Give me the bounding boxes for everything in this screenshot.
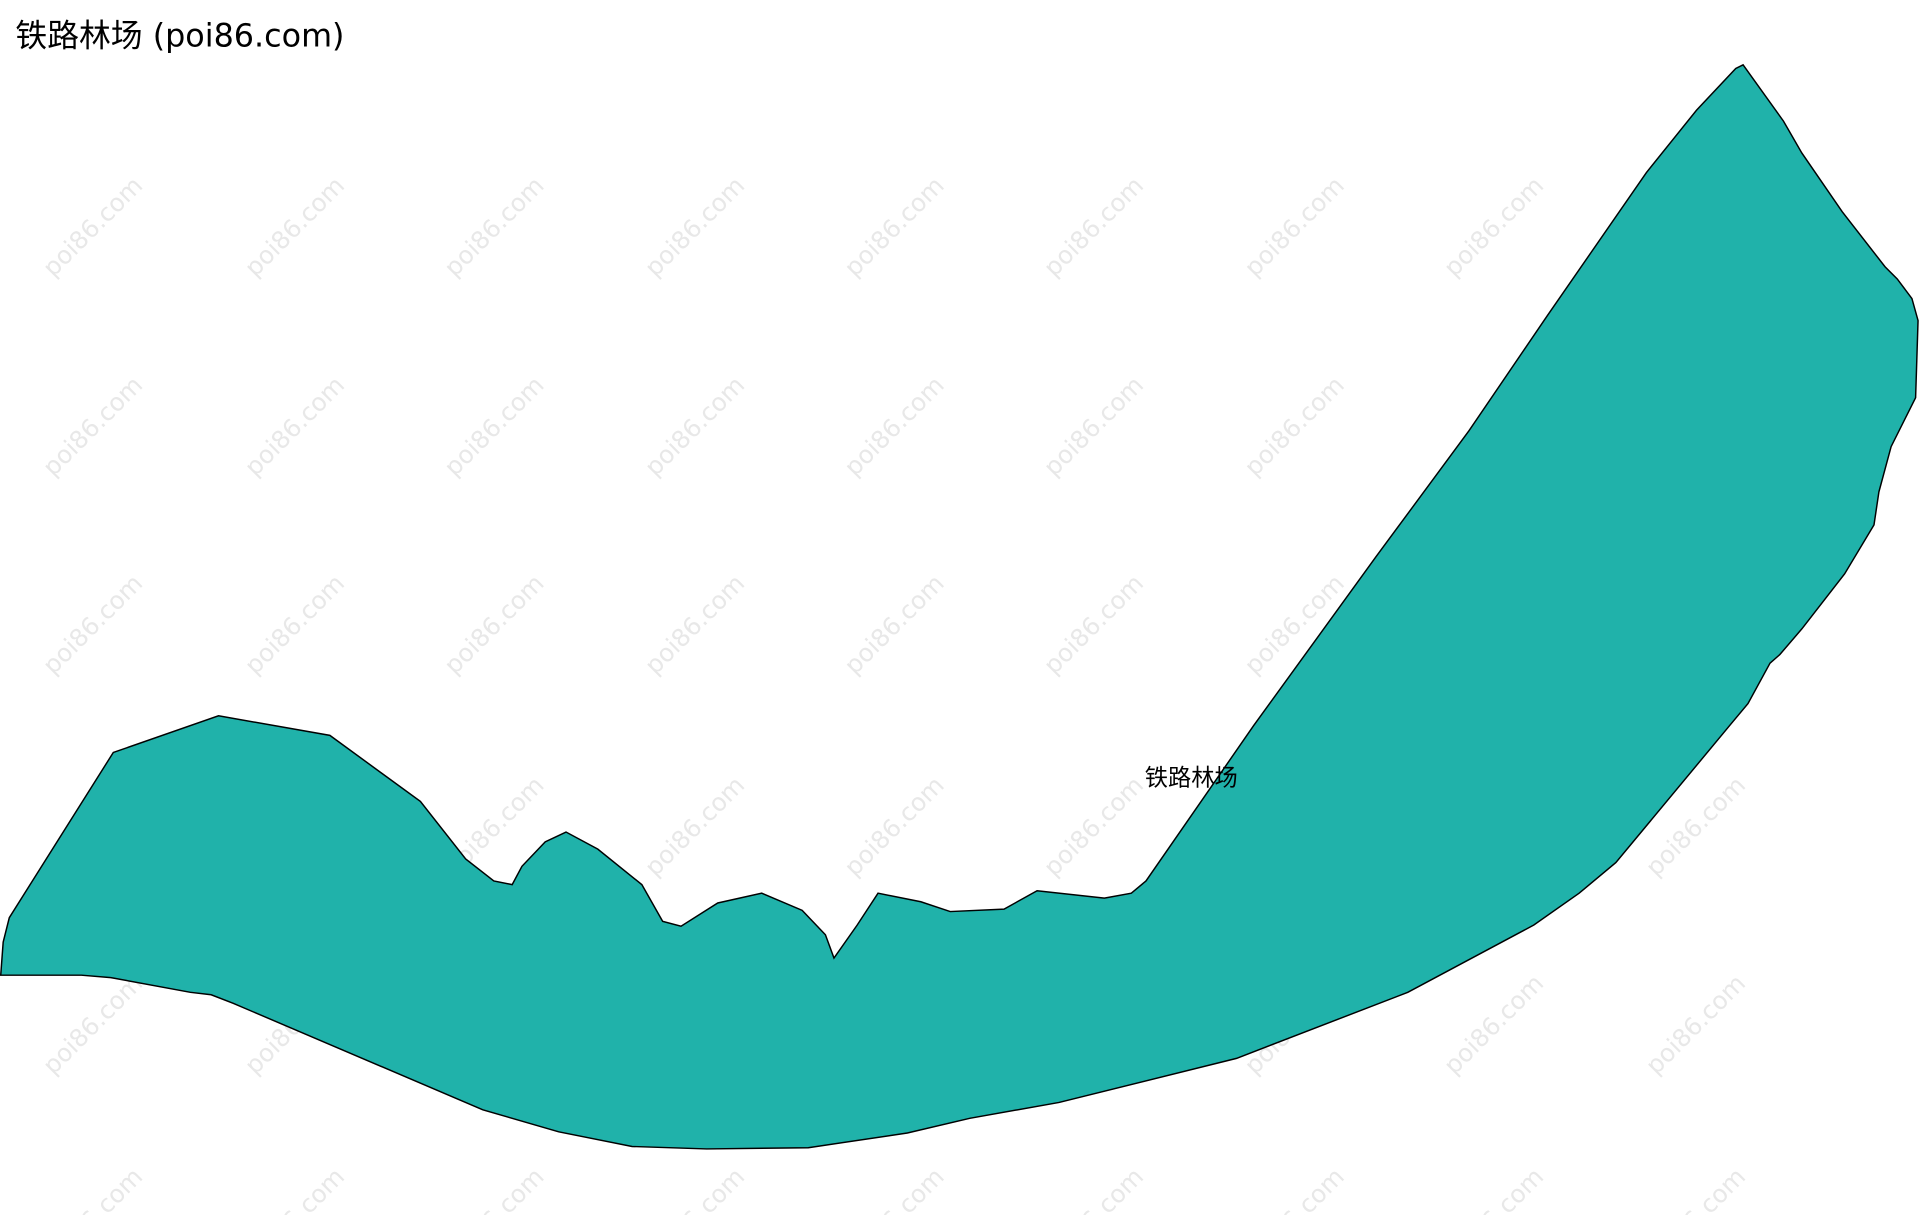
watermark: poi86.com xyxy=(1438,171,1549,282)
watermark: poi86.com xyxy=(1038,370,1149,481)
watermark: poi86.com xyxy=(838,370,949,481)
watermark: poi86.com xyxy=(1038,1162,1149,1215)
watermark: poi86.com xyxy=(37,969,148,1080)
watermark: poi86.com xyxy=(438,171,549,282)
watermark: poi86.com xyxy=(438,370,549,481)
watermark: poi86.com xyxy=(37,171,148,282)
watermark: poi86.com xyxy=(838,770,949,881)
watermark: poi86.com xyxy=(1038,568,1149,679)
watermark: poi86.com xyxy=(838,1162,949,1215)
watermark: poi86.com xyxy=(1038,171,1149,282)
watermark: poi86.com xyxy=(639,1162,750,1215)
watermark: poi86.com xyxy=(1438,969,1549,1080)
watermark: poi86.com xyxy=(239,568,350,679)
watermark: poi86.com xyxy=(838,568,949,679)
watermark: poi86.com xyxy=(1640,1162,1751,1215)
area-label: 铁路林场 xyxy=(1145,765,1238,792)
watermark: poi86.com xyxy=(639,171,750,282)
watermark: poi86.com xyxy=(838,171,949,282)
watermark: poi86.com xyxy=(1640,969,1751,1080)
watermark: poi86.com xyxy=(1238,1162,1349,1215)
watermark: poi86.com xyxy=(438,568,549,679)
watermark: poi86.com xyxy=(1238,171,1349,282)
watermark: poi86.com xyxy=(239,171,350,282)
watermark: poi86.com xyxy=(239,370,350,481)
map-title: 铁路林场 (poi86.com) xyxy=(15,16,344,54)
watermark: poi86.com xyxy=(1238,370,1349,481)
watermark: poi86.com xyxy=(639,370,750,481)
watermark: poi86.com xyxy=(1038,770,1149,881)
watermark: poi86.com xyxy=(639,770,750,881)
watermark: poi86.com xyxy=(1438,1162,1549,1215)
watermark: poi86.com xyxy=(37,370,148,481)
watermark: poi86.com xyxy=(639,568,750,679)
watermark: poi86.com xyxy=(239,1162,350,1215)
watermark: poi86.com xyxy=(37,1162,148,1215)
watermark: poi86.com xyxy=(37,568,148,679)
watermark: poi86.com xyxy=(438,1162,549,1215)
area-polygon xyxy=(0,63,1919,1150)
